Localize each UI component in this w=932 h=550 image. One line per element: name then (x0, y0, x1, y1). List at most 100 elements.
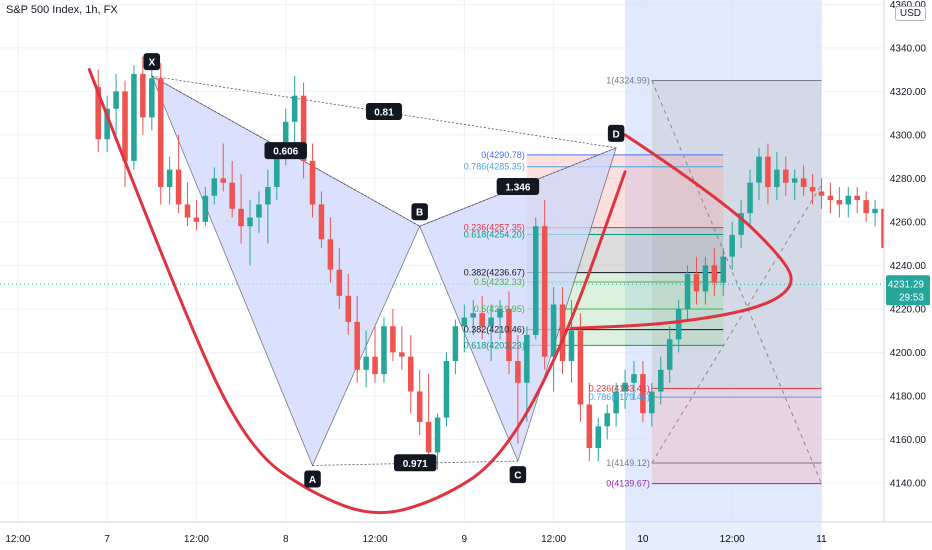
candle (640, 361, 646, 422)
candle-body (506, 308, 512, 362)
candle-body (274, 152, 280, 188)
candle (300, 82, 307, 179)
candle-body (595, 426, 602, 449)
candle (452, 319, 459, 375)
candle (372, 326, 378, 383)
candle (363, 330, 369, 388)
pattern-point-label-text: C (514, 471, 521, 482)
y-axis-bg (884, 0, 932, 550)
candle (461, 304, 468, 353)
candle (184, 182, 191, 227)
candle (577, 313, 584, 422)
candle-body (95, 87, 101, 140)
candle (131, 65, 137, 170)
candle (247, 200, 253, 266)
price-badge: 4231.29 29:53 (886, 275, 930, 306)
candle-body (175, 169, 182, 205)
candle (666, 326, 673, 383)
candle-body (282, 121, 289, 153)
pattern-point-label-box (607, 124, 625, 142)
pattern-point-label-box (304, 470, 321, 488)
candle-body (559, 304, 566, 362)
candle (506, 291, 512, 375)
candle-body (390, 326, 396, 353)
fib-lower-band (651, 388, 822, 484)
candle (827, 182, 834, 214)
candle (416, 369, 423, 435)
x-tick-label: 9 (462, 534, 468, 545)
pattern-point-label-text: X (148, 58, 155, 69)
candle-body (470, 313, 477, 318)
candle-body (336, 269, 343, 296)
candle-body (479, 313, 485, 327)
y-tick-label: 4260.00 (890, 217, 927, 228)
pattern-point-label-box (143, 53, 161, 71)
candle (336, 247, 343, 309)
candle-body (809, 187, 816, 192)
candle (524, 326, 530, 422)
candle-body (354, 321, 360, 370)
chart-title: S&P 500 Index, 1h, FX (6, 4, 118, 16)
candle (291, 76, 298, 144)
price-badge-value: 4231.29 (888, 279, 925, 290)
date-range-axis-highlight (625, 522, 822, 550)
pattern-ratio-label-box (264, 142, 307, 160)
candle (140, 56, 146, 135)
y-tick-label: 4340.00 (890, 43, 927, 54)
candle-body (140, 73, 146, 118)
candle (568, 300, 575, 383)
candle-body (702, 265, 709, 292)
pattern-ratio-label-box (365, 103, 402, 121)
candle (390, 308, 396, 362)
candle (854, 187, 860, 214)
candle (756, 147, 762, 201)
pattern-point-label: D (607, 124, 625, 142)
x-tick-label: 11 (816, 534, 827, 545)
candle-body (774, 169, 780, 188)
candle-body (497, 308, 503, 318)
x-tick-label: 12:00 (184, 534, 209, 545)
pattern-point-label-text: A (309, 475, 316, 486)
candle (765, 143, 771, 205)
candle-body (318, 204, 325, 240)
chart-labels: X A B C D 0.606 0.81 0.971 1.346 1(4324.99) 0.236(… (143, 53, 650, 489)
x-tick-label: 12:00 (363, 534, 388, 545)
candle (434, 413, 441, 470)
candle-body (586, 404, 593, 449)
candle-body (783, 169, 789, 183)
candle (175, 134, 182, 214)
curves (87, 68, 793, 515)
pattern-point-label-text: D (613, 129, 620, 140)
candle-body (488, 317, 494, 327)
candle (229, 160, 235, 218)
candle-body (300, 95, 307, 161)
candle (747, 169, 753, 227)
candle (738, 200, 744, 248)
candle-body (416, 391, 423, 422)
candle-body (675, 308, 682, 340)
pattern-ratio-label-box (393, 454, 437, 472)
candle-body (443, 361, 450, 418)
candle-body (640, 374, 646, 414)
candle (425, 374, 432, 470)
candle (238, 174, 244, 244)
candle-body (309, 160, 316, 205)
candle (256, 191, 262, 233)
y-tick-label: 4220.00 (890, 304, 927, 315)
candle-body (827, 195, 834, 201)
candle (684, 265, 691, 322)
candle-body (649, 391, 655, 414)
candle-body (604, 413, 610, 427)
candle (166, 156, 173, 205)
candle-body (461, 317, 468, 327)
candle-body (747, 182, 753, 214)
currency-badge[interactable]: USD (894, 6, 926, 21)
candle-body (372, 356, 378, 375)
candle-body (684, 274, 691, 309)
candle-body (229, 182, 235, 209)
candle (836, 187, 843, 218)
candle-body (291, 95, 298, 122)
fib-upper-level-label: 0.382(4210.46) (464, 325, 525, 335)
fib-lower-level-label: 0.786(4179.44) (589, 392, 650, 402)
pattern-point-label: C (509, 466, 527, 484)
